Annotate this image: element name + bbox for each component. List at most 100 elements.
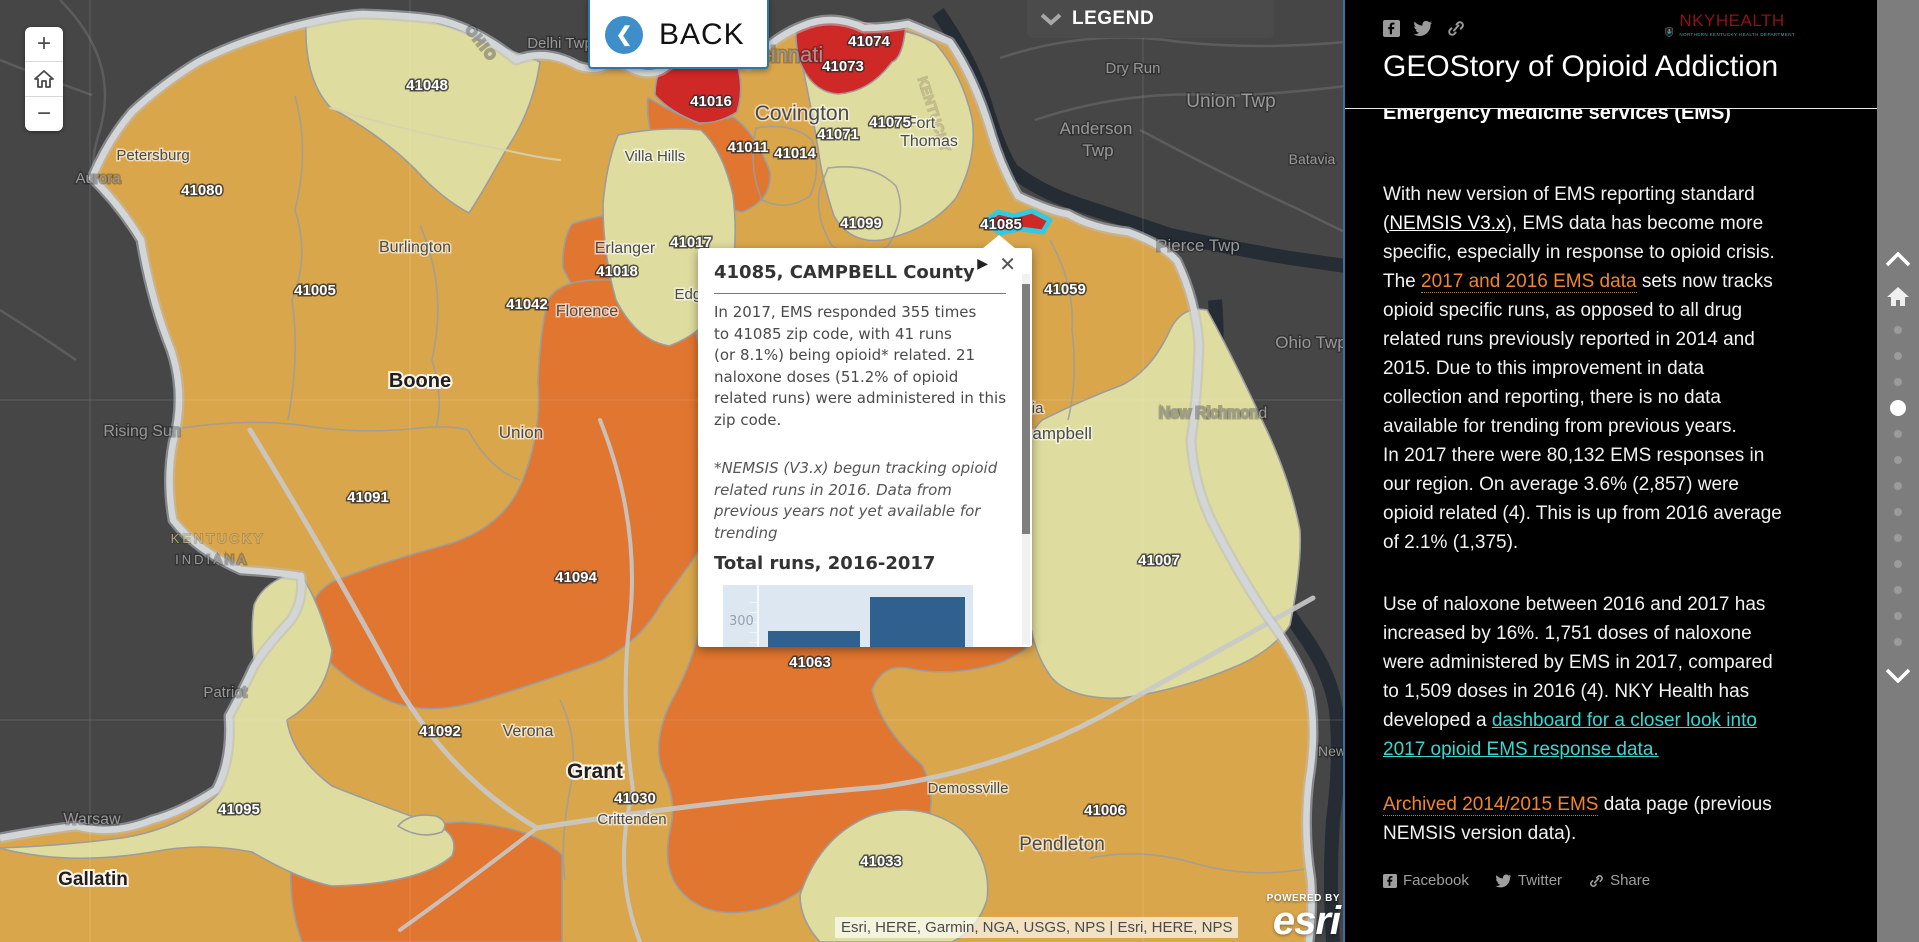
chart-tick — [749, 602, 757, 603]
place-label: New Richmond — [1159, 405, 1267, 422]
zip-label-41074: 41074 — [848, 33, 890, 50]
place-label: Gallatin — [58, 869, 128, 890]
zip-label-41080: 41080 — [181, 182, 223, 199]
section-dot-7[interactable] — [1894, 482, 1902, 490]
zip-label-41071: 41071 — [817, 126, 859, 143]
section-dot-13[interactable] — [1894, 638, 1902, 646]
map-canvas[interactable]: Cincinnati Delhi Twp Dry Run Union Twp Ander… — [0, 0, 1345, 942]
paragraph-naloxone: Use of naloxone between 2016 and 2017 ha… — [1383, 590, 1773, 764]
share-button[interactable]: Share — [1588, 872, 1650, 889]
section-dot-1[interactable] — [1894, 326, 1902, 334]
place-label: Grant — [567, 760, 623, 783]
bar-2016[interactable] — [768, 631, 860, 647]
link-icon — [1590, 874, 1603, 887]
section-dot-12[interactable] — [1894, 612, 1902, 620]
section-dot-8[interactable] — [1894, 508, 1902, 516]
section-dot-3[interactable] — [1894, 378, 1902, 386]
zip-boundaries — [169, 95, 1311, 881]
twitter-label: Twitter — [1517, 872, 1563, 889]
nav-up-button[interactable] — [1885, 252, 1911, 267]
zip-label-41011: 41011 — [728, 139, 769, 156]
facebook-icon[interactable] — [1383, 20, 1400, 37]
text-link[interactable]: dashboard for a closer look into 2017 op… — [1383, 710, 1757, 760]
twitter-icon[interactable] — [1413, 20, 1433, 37]
popup-title: 41085, CAMPBELL County — [714, 262, 975, 283]
zoom-in-button[interactable]: + — [25, 27, 63, 62]
chart-tick-label-300: 300 — [729, 614, 754, 629]
zip-label-41063: 41063 — [789, 654, 831, 671]
popup-close-button[interactable]: ✕ — [999, 252, 1016, 276]
text-run: With new version of EMS reporting standa… — [1383, 184, 1755, 234]
place-label: Patriot — [203, 684, 247, 701]
nkyhealth-shield-icon — [1665, 27, 1674, 37]
place-label: Warsaw — [63, 811, 121, 828]
zip-label-41094: 41094 — [555, 569, 597, 586]
section-dot-4-active[interactable] — [1890, 400, 1906, 416]
selected-zip-41085[interactable] — [982, 208, 1053, 236]
place-label: Thomas — [900, 133, 958, 150]
zip-label-41030: 41030 — [614, 790, 656, 807]
zip-label-41099: 41099 — [840, 215, 882, 232]
popup-next-arrow[interactable]: ▶ — [977, 256, 988, 272]
place-label: Aurora — [75, 170, 121, 187]
nkyhealth-logo[interactable]: NKYHEALTH NORTHERN KENTUCKY HEALTH DEPAR… — [1665, 12, 1795, 60]
text-link[interactable]: NEMSIS V3.x — [1389, 213, 1506, 234]
zip-label-41085: 41085 — [980, 216, 1022, 233]
nav-down-button[interactable] — [1885, 668, 1911, 683]
place-label: Anderson — [1060, 119, 1133, 138]
zip-labels: 41048 41080 41005 41042 41016 41011 41014 41073… — [180, 32, 1182, 872]
nav-home-button[interactable] — [1887, 287, 1909, 306]
place-label: Delhi Twp — [527, 35, 593, 52]
link-icon[interactable] — [1446, 20, 1465, 37]
zip-label-41048: 41048 — [406, 77, 448, 94]
section-dot-2[interactable] — [1894, 352, 1902, 360]
bar-2017[interactable] — [870, 597, 965, 647]
facebook-label: Facebook — [1403, 872, 1469, 889]
section-dot-6[interactable] — [1894, 456, 1902, 464]
paragraph-ems-reporting: With new version of EMS reporting standa… — [1383, 180, 1782, 557]
map-home-button[interactable] — [25, 62, 63, 97]
text-run: * related. 21 naloxone doses (51.2% of o… — [714, 346, 1007, 429]
place-label: Pendleton — [1019, 834, 1105, 855]
popup-scrollbar-thumb[interactable] — [1022, 284, 1030, 534]
back-chevron-icon: ❮ — [605, 15, 643, 54]
story-title: GEOStory of Opioid Addiction — [1383, 50, 1779, 83]
legend-toggle[interactable]: LEGEND — [1027, 0, 1274, 38]
zip-label-41016: 41016 — [690, 93, 732, 110]
place-label: INDIANA — [175, 552, 249, 567]
zoom-out-button[interactable]: − — [36, 100, 51, 127]
place-label: Rising Sun — [103, 423, 180, 440]
section-dot-9[interactable] — [1894, 534, 1902, 542]
section-dot-5[interactable] — [1894, 430, 1902, 438]
place-label: Florence — [556, 303, 618, 320]
text-run: Use of naloxone between 2016 and 2017 ha… — [1383, 594, 1773, 731]
twitter-icon — [1495, 874, 1512, 887]
place-label: Batavia — [1289, 151, 1336, 167]
popup-chart-title: Total runs, 2016-2017 — [714, 553, 936, 574]
sidebar-divider — [1343, 0, 1345, 942]
section-dot-10[interactable] — [1894, 560, 1902, 568]
text-link[interactable]: Archived 2014/2015 EMS — [1383, 794, 1599, 816]
feature-popup: ▶ ✕ 41085, CAMPBELL County In 2017, EMS … — [698, 235, 1032, 647]
place-label: Verona — [503, 723, 554, 740]
paragraph-archived: Archived 2014/2015 EMS data page (previo… — [1383, 790, 1772, 848]
text-run: data page (previous NEMSIS version data)… — [1383, 794, 1772, 844]
text-run: sets now tracks opioid specific runs, as… — [1383, 271, 1782, 553]
popup-scrollbar[interactable] — [1022, 274, 1030, 645]
facebook-share-button[interactable]: Facebook — [1383, 872, 1469, 889]
zip-label-41095: 41095 — [218, 801, 260, 818]
back-button[interactable]: ❮ BACK — [588, 0, 769, 69]
place-label: KENTUCKY — [171, 531, 266, 546]
place-label: Campbell — [1020, 424, 1092, 443]
zip-label-41092: 41092 — [419, 723, 461, 740]
zip-label-41042: 41042 — [506, 296, 548, 313]
popup-body-text: In 2017, EMS responded 355 times to 4108… — [714, 302, 1006, 431]
text-link[interactable]: 2017 and 2016 EMS data — [1421, 271, 1637, 293]
twitter-share-button[interactable]: Twitter — [1495, 872, 1562, 889]
section-dot-11[interactable] — [1894, 586, 1902, 594]
chart-y-axis — [757, 585, 759, 647]
zip-label-41033: 41033 — [860, 853, 902, 870]
text-run: In 2017, EMS responded 355 times to 4108… — [714, 303, 977, 364]
text-link: opioid — [835, 346, 882, 364]
